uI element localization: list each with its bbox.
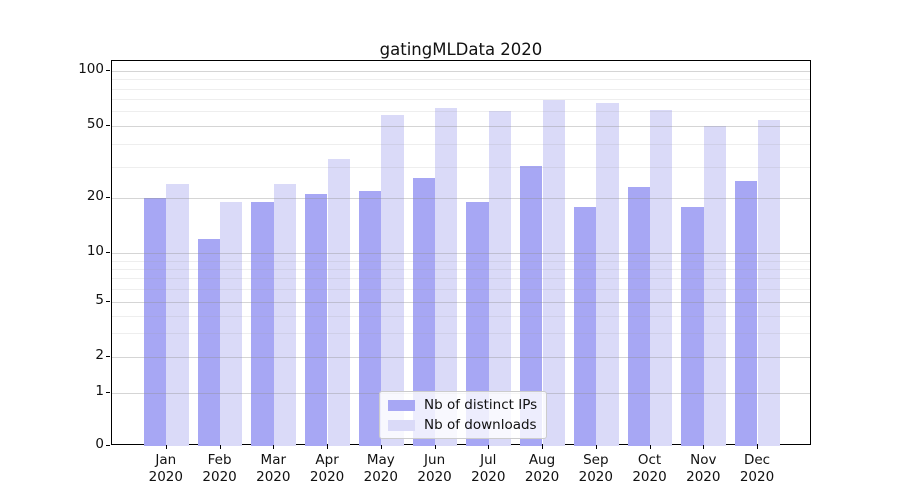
y-tick-50: [106, 124, 110, 126]
bar-ips-aug: [520, 166, 543, 446]
y-tick-label-100: 100: [78, 61, 104, 77]
x-tick-label-jan: Jan 2020: [148, 452, 183, 485]
x-tick-label-may: May 2020: [363, 452, 398, 485]
y-tick-label-20: 20: [86, 188, 104, 205]
bar-downloads-oct: [650, 110, 673, 446]
x-tick-label-jun: Jun 2020: [417, 452, 452, 485]
gridline-major-100: [112, 71, 810, 72]
gridline-minor-4: [112, 315, 810, 317]
y-tick-0: [106, 445, 110, 446]
gridline-minor-70: [112, 99, 810, 101]
gridline-minor-6: [112, 289, 810, 291]
bar-ips-mar: [251, 202, 274, 446]
x-tick-label-apr: Apr 2020: [309, 452, 345, 485]
x-tick-label-oct: Oct 2020: [632, 452, 667, 485]
bar-ips-jan: [143, 198, 167, 446]
gridline-major-5: [112, 302, 810, 304]
x-tick-jul: [488, 445, 490, 449]
x-tick-label-jul: Jul 2020: [471, 452, 506, 485]
x-tick-label-sep: Sep 2020: [578, 452, 613, 485]
bar-ips-feb: [197, 238, 220, 446]
legend-label-distinct-ips: Nb of distinct IPs: [424, 397, 538, 413]
legend: Nb of distinct IPs Nb of downloads: [379, 391, 548, 439]
bar-downloads-feb: [220, 202, 243, 446]
bar-ips-may: [358, 190, 382, 446]
x-tick-may: [380, 445, 382, 449]
x-tick-oct: [649, 445, 651, 449]
legend-swatch-distinct-ips-icon: [388, 399, 415, 411]
bar-downloads-nov: [703, 125, 727, 446]
legend-swatch-downloads-icon: [388, 419, 415, 431]
x-tick-label-mar: Mar 2020: [256, 452, 291, 485]
gridline-minor-3: [112, 333, 810, 335]
x-tick-apr: [327, 445, 329, 449]
y-tick-label-5: 5: [95, 292, 104, 309]
x-tick-sep: [595, 445, 597, 449]
bar-ips-oct: [627, 187, 650, 446]
y-tick-20: [106, 197, 110, 199]
gridline-major-2: [112, 357, 810, 359]
plot-area: Nb of distinct IPs Nb of downloads: [111, 60, 811, 446]
gridline-minor-8: [112, 268, 810, 270]
bar-downloads-apr: [327, 158, 350, 446]
x-tick-mar: [273, 445, 275, 449]
gridline-minor-60: [112, 111, 810, 113]
legend-row-distinct-ips: Nb of distinct IPs: [388, 397, 537, 413]
bar-downloads-aug: [542, 100, 565, 446]
legend-row-downloads: Nb of downloads: [388, 417, 537, 433]
gridline-minor-30: [112, 167, 810, 169]
bar-downloads-mar: [273, 183, 297, 446]
x-tick-label-aug: Aug 2020: [524, 452, 560, 485]
y-tick-100: [106, 70, 110, 71]
bar-downloads-jan: [166, 183, 189, 446]
bar-downloads-jul: [488, 111, 512, 446]
gridline-minor-80: [112, 88, 810, 90]
bar-ips-jul: [466, 202, 489, 446]
x-tick-aug: [542, 445, 543, 449]
y-tick-2: [106, 356, 110, 358]
y-tick-10: [106, 252, 110, 253]
bar-downloads-sep: [596, 102, 619, 446]
bar-ips-jun: [412, 177, 435, 446]
y-tick-5: [106, 301, 110, 303]
x-tick-jun: [434, 445, 436, 449]
bar-downloads-dec: [757, 119, 780, 446]
gridline-major-50: [112, 125, 810, 127]
legend-label-downloads: Nb of downloads: [424, 417, 537, 433]
bar-ips-apr: [305, 194, 328, 446]
bars-layer: [112, 61, 810, 446]
y-tick-1: [106, 391, 110, 393]
x-tick-feb: [219, 445, 221, 449]
bar-ips-nov: [681, 206, 704, 446]
gridline-minor-9: [112, 260, 810, 262]
bar-ips-sep: [573, 206, 597, 446]
x-tick-label-feb: Feb 2020: [202, 452, 237, 485]
gridline-minor-40: [112, 144, 810, 146]
gridline-major-10: [112, 253, 810, 254]
gridline-minor-90: [112, 79, 810, 81]
bar-downloads-may: [381, 115, 404, 446]
bar-downloads-jun: [435, 107, 458, 446]
gridline-minor-7: [112, 278, 810, 280]
y-tick-label-1: 1: [95, 382, 104, 399]
y-tick-label-10: 10: [86, 243, 104, 259]
x-tick-dec: [757, 445, 758, 449]
x-tick-nov: [703, 445, 705, 449]
y-tick-label-2: 2: [95, 347, 104, 364]
gridline-major-20: [112, 198, 810, 200]
x-tick-label-dec: Dec 2020: [739, 452, 775, 485]
y-tick-label-50: 50: [86, 115, 104, 132]
x-tick-jan: [165, 445, 167, 449]
bar-ips-dec: [735, 180, 758, 446]
y-tick-label-0: 0: [95, 436, 104, 452]
x-tick-label-nov: Nov 2020: [686, 452, 721, 485]
chart-title: gatingMLData 2020: [379, 40, 543, 59]
